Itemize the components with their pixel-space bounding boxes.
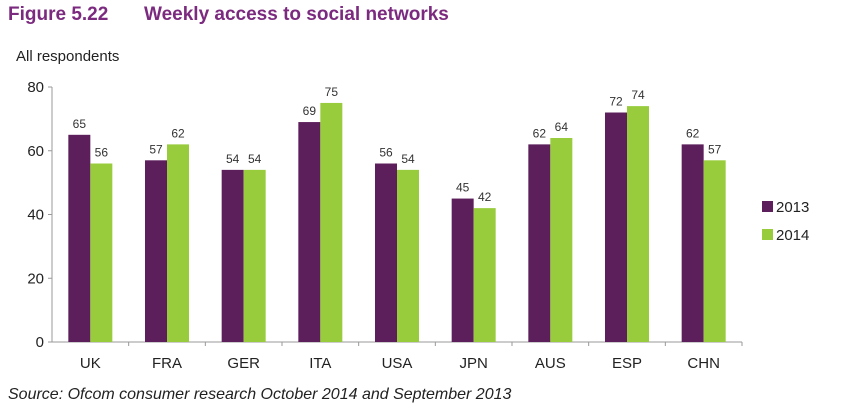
bar-2013-chn — [681, 144, 704, 342]
legend-label-2014: 2014 — [776, 227, 809, 244]
y-tick-label: 20 — [27, 270, 44, 287]
data-label-2013-uk: 65 — [73, 117, 87, 131]
bar-chart: All respondents 0 20 40 60 80 65 56 UK 57 62 FRA 54 5… — [16, 48, 809, 372]
data-label-2014-ita: 75 — [325, 85, 339, 99]
bar-2013-ger — [221, 169, 244, 342]
x-tick-label-fra: FRA — [152, 355, 182, 372]
bar-2014-jpn — [473, 208, 496, 342]
x-tick-label-ita: ITA — [309, 355, 331, 372]
data-label-2014-ger: 54 — [248, 152, 262, 166]
x-tick-label-aus: AUS — [535, 355, 566, 372]
bar-2013-jpn — [451, 198, 474, 342]
x-tick-label-esp: ESP — [612, 355, 642, 372]
figure-title: Figure 5.22 Weekly access to social netwo… — [8, 4, 449, 26]
bar-2014-usa — [397, 169, 419, 342]
y-tick-label: 60 — [27, 143, 44, 160]
bar-2013-uk — [68, 134, 91, 342]
data-label-2013-fra: 57 — [149, 142, 163, 156]
data-label-2013-ger: 54 — [226, 152, 240, 166]
data-label-2013-esp: 72 — [609, 95, 623, 109]
y-axis-label: All respondents — [16, 48, 119, 65]
data-label-2013-aus: 62 — [533, 126, 547, 140]
y-tick-label: 0 — [36, 334, 44, 351]
bar-2014-esp — [627, 106, 649, 342]
x-tick-label-usa: USA — [382, 355, 413, 372]
bar-2013-usa — [375, 163, 397, 342]
source-note: Source: Ofcom consumer research October … — [8, 386, 512, 403]
legend-label-2013: 2013 — [776, 199, 809, 216]
x-tick-label-uk: UK — [80, 355, 101, 372]
bar-2014-aus — [550, 138, 573, 342]
bar-2014-fra — [167, 144, 189, 342]
data-label-2013-chn: 62 — [686, 126, 700, 140]
data-label-2013-ita: 69 — [303, 104, 317, 118]
data-label-2014-chn: 57 — [708, 142, 722, 156]
data-label-2014-uk: 56 — [95, 146, 109, 160]
bar-2014-chn — [703, 160, 726, 342]
x-tick-label-ger: GER — [227, 355, 260, 372]
figure-title-text: Weekly access to social networks — [144, 4, 449, 25]
data-label-2014-jpn: 42 — [478, 190, 492, 204]
figure-number: Figure 5.22 — [8, 4, 109, 25]
data-label-2013-usa: 56 — [379, 146, 393, 160]
bar-2013-fra — [145, 160, 167, 342]
data-label-2014-esp: 74 — [631, 88, 645, 102]
data-label-2014-fra: 62 — [171, 126, 185, 140]
y-tick-label: 40 — [27, 207, 44, 224]
bar-2013-ita — [298, 122, 321, 342]
legend-swatch-2013 — [762, 201, 773, 212]
bar-2013-aus — [528, 144, 551, 342]
data-label-2014-aus: 64 — [555, 120, 569, 134]
bar-2014-uk — [90, 163, 113, 342]
x-tick-label-chn: CHN — [687, 355, 720, 372]
data-label-2013-jpn: 45 — [456, 181, 470, 195]
y-tick-label: 80 — [27, 79, 44, 96]
bar-2014-ita — [320, 102, 343, 342]
bar-2013-esp — [605, 112, 627, 342]
bar-2014-ger — [243, 169, 266, 342]
x-tick-label-jpn: JPN — [459, 355, 487, 372]
data-label-2014-usa: 54 — [401, 152, 415, 166]
legend-swatch-2014 — [762, 229, 773, 240]
